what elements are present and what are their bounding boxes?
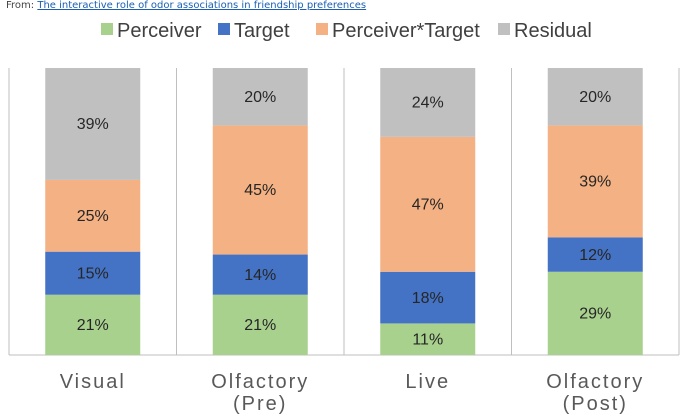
bar-segment-perceiver-olfactory-post [547,271,643,355]
data-label-target-olfactory-post: 12% [579,247,611,264]
bar-segment-perceiver-target-live [380,136,476,272]
category-label-olfactory-pre-line-2: (Pre) [233,393,287,415]
legend-label-target: Target [234,20,290,42]
bar-segment-residual-visual [45,68,141,180]
data-label-perceiver-target-olfactory-post: 39% [579,174,611,191]
bar-segment-perceiver-visual [45,294,141,355]
data-label-perceiver-target-olfactory-pre: 45% [244,182,276,199]
bar-segment-target-olfactory-pre [212,254,308,295]
data-label-target-visual: 15% [77,265,109,282]
bar-segment-target-olfactory-post [547,237,643,272]
bar-segment-perceiver-target-visual [45,179,141,252]
legend-label-residual: Residual [514,20,592,42]
data-label-residual-live: 24% [412,95,444,112]
bar-segment-residual-olfactory-post [547,68,643,126]
bar-segment-target-visual [45,251,141,295]
legend-swatch-perceiver [101,23,113,35]
category-label-olfactory-pre-line-1: Olfactory [211,371,309,393]
category-label-visual: Visual [60,371,126,393]
data-label-perceiver-target-live: 47% [412,197,444,214]
data-label-residual-olfactory-pre: 20% [244,89,276,106]
source-article-link[interactable]: The interactive role of odor association… [37,0,367,11]
legend-swatch-target [218,23,230,35]
bar-segment-perceiver-olfactory-pre [212,294,308,355]
data-labels: 21% 15% 25% 39% 21% 14% 45% 20% 11% 18% 47% 24% 29% 1… [77,89,612,349]
category-label-olfactory-post-line-2: (Post) [563,393,628,415]
source-prefix: From: [6,0,35,11]
category-label-live: Live [405,371,450,393]
legend-swatch-perceiver-target [316,23,328,35]
category-axis: Visual Olfactory(Pre)Live Olfactory(Post) [60,371,644,415]
data-label-target-olfactory-pre: 14% [244,267,276,284]
category-label-olfactory-post-line-1: Olfactory [546,371,644,393]
bar-segment-perceiver-target-olfactory-post [547,125,643,238]
bar-stacks [45,68,643,355]
data-label-target-live: 18% [412,290,444,307]
legend-label-perceiver: Perceiver [117,20,202,42]
data-label-perceiver-olfactory-post: 29% [579,306,611,323]
legend-swatch-residual [498,23,510,35]
legend-label-perceiver-target: Perceiver*Target [332,20,480,42]
bar-segment-residual-live [380,68,476,137]
data-label-perceiver-target-visual: 25% [77,208,109,225]
bar-segment-residual-olfactory-pre [212,68,308,126]
chart-legend: Perceiver Target Perceiver*Target Residual [101,20,592,42]
bar-segment-target-live [380,271,476,324]
data-label-residual-olfactory-post: 20% [579,89,611,106]
data-label-perceiver-olfactory-pre: 21% [244,317,276,334]
bar-segment-perceiver-live [380,323,476,355]
bar-segment-perceiver-target-olfactory-pre [212,125,308,255]
data-label-residual-visual: 39% [77,116,109,133]
source-citation: From: The interactive role of odor assoc… [6,0,366,12]
data-label-perceiver-visual: 21% [77,317,109,334]
data-label-perceiver-live: 11% [412,331,443,348]
